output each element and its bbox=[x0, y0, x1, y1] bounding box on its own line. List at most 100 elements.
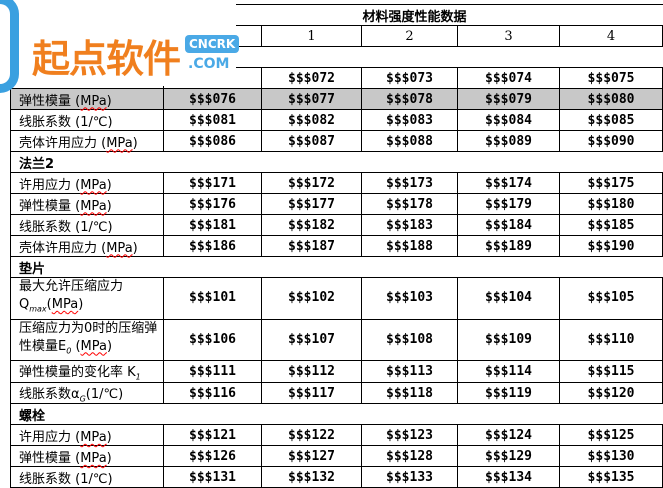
value-cell: $$$105 bbox=[559, 277, 663, 320]
value-cell: $$$074 bbox=[456, 67, 561, 89]
value-cell: $$$124 bbox=[456, 424, 561, 447]
value-cell: $$$132 bbox=[261, 466, 362, 488]
value-cell: $$$119 bbox=[456, 381, 561, 405]
table-row: 线胀系数 (1/℃) $$$131 $$$132 $$$133 $$$134 $$$135 bbox=[10, 466, 663, 488]
column-header: 2 bbox=[361, 25, 458, 47]
table-row: 弹性模量 (MPa) $$$076 $$$077 $$$078 $$$079 $$$080 bbox=[10, 88, 663, 110]
value-cell: $$$080 bbox=[559, 88, 663, 110]
row-label-suffix: ) bbox=[106, 450, 112, 466]
value-cell: $$$076 bbox=[163, 88, 262, 110]
value-cell: $$$183 bbox=[361, 214, 458, 236]
value-cell: $$$075 bbox=[559, 67, 663, 89]
value-cell: $$$176 bbox=[163, 193, 262, 215]
value-cell: $$$104 bbox=[456, 277, 561, 320]
table-row: 线胀系数αG(1/℃) $$$116 $$$117 $$$118 $$$119 $$$12… bbox=[10, 381, 663, 405]
row-label: 弹性模量 (MPa) bbox=[10, 88, 164, 110]
row-label-text: ( bbox=[71, 338, 81, 354]
row-label-suffix: ) bbox=[106, 177, 112, 193]
value-cell: $$$128 bbox=[361, 445, 458, 468]
value-cell: $$$115 bbox=[559, 360, 663, 383]
row-label-text: 弹性模量 ( bbox=[19, 198, 81, 214]
logo-badge: CNCRK bbox=[185, 35, 240, 53]
row-label-unit: MPa bbox=[80, 429, 107, 445]
value-cell: $$$129 bbox=[456, 445, 561, 468]
row-label-unit: MPa bbox=[80, 198, 107, 214]
table-row: 线胀系数 (1/℃) $$$081 $$$082 $$$083 $$$084 $$$085 bbox=[10, 109, 663, 131]
row-label-suffix: ) bbox=[132, 240, 138, 256]
row-label-text: 线胀系数α bbox=[19, 386, 80, 402]
value-cell: $$$134 bbox=[456, 466, 561, 488]
section-label: 法兰2 bbox=[9, 151, 663, 173]
value-cell: $$$079 bbox=[456, 88, 561, 110]
value-cell: $$$178 bbox=[361, 193, 458, 215]
row-label: 线胀系数 (1/℃) bbox=[10, 109, 164, 131]
row-label-subscript: G bbox=[79, 394, 86, 404]
section-row: 法兰2 bbox=[9, 151, 663, 173]
column-header: 4 bbox=[559, 25, 663, 47]
table-row: 压缩应力为0时的压缩弹性模量E0 (MPa) $$$106 $$$107 $$$108… bbox=[10, 318, 663, 362]
row-label: 弹性模量的变化率 K1 bbox=[10, 360, 164, 383]
value-cell: $$$102 bbox=[261, 277, 362, 320]
cncrk-logo: 起点软件 CNCRK .COM bbox=[0, 0, 240, 93]
value-cell: $$$103 bbox=[361, 277, 458, 320]
row-label-suffix: ) bbox=[78, 297, 84, 312]
value-cell: $$$113 bbox=[361, 360, 458, 383]
value-cell: $$$085 bbox=[559, 109, 663, 131]
value-cell: $$$088 bbox=[361, 130, 458, 152]
row-label: 许用应力 (MPa) bbox=[10, 172, 164, 194]
value-cell: $$$125 bbox=[559, 424, 663, 447]
value-cell: $$$131 bbox=[163, 466, 262, 488]
value-cell: $$$135 bbox=[559, 466, 663, 488]
table-row: 弹性模量 (MPa) $$$176 $$$177 $$$178 $$$179 $$$180 bbox=[10, 193, 663, 215]
value-cell: $$$086 bbox=[163, 130, 262, 152]
row-label-subscript: 0 bbox=[66, 346, 72, 356]
value-cell: $$$107 bbox=[261, 318, 362, 362]
value-cell: $$$117 bbox=[261, 381, 362, 405]
value-cell: $$$180 bbox=[559, 193, 663, 215]
value-cell: $$$177 bbox=[261, 193, 362, 215]
row-label-unit: MPa bbox=[106, 240, 133, 256]
value-cell: $$$190 bbox=[559, 235, 663, 257]
value-cell: $$$120 bbox=[559, 381, 663, 405]
row-label-text: 线胀系数 (1/℃) bbox=[19, 219, 113, 235]
row-label: 线胀系数 (1/℃) bbox=[10, 466, 164, 488]
logo-domain: .COM bbox=[188, 56, 230, 72]
empty-cell bbox=[559, 4, 663, 26]
value-cell: $$$083 bbox=[361, 109, 458, 131]
row-label-text: 弹性模量 ( bbox=[19, 450, 81, 466]
row-label-text: 壳体许用应力 ( bbox=[19, 240, 107, 256]
table-row: 许用应力 (MPa) $$$121 $$$122 $$$123 $$$124 $$$125 bbox=[10, 424, 663, 447]
section-label: 垫片 bbox=[9, 256, 663, 278]
value-cell: $$$082 bbox=[261, 109, 362, 131]
table-row: 弹性模量的变化率 K1 $$$111 $$$112 $$$113 $$$114 $$$11… bbox=[10, 360, 663, 383]
value-cell: $$$185 bbox=[559, 214, 663, 236]
value-cell: $$$081 bbox=[163, 109, 262, 131]
row-label-suffix: ) bbox=[132, 135, 138, 151]
row-label-unit: MPa bbox=[106, 135, 133, 151]
value-cell: $$$187 bbox=[261, 235, 362, 257]
row-label-unit: MPa bbox=[80, 177, 107, 193]
value-cell: $$$118 bbox=[361, 381, 458, 405]
value-cell: $$$109 bbox=[456, 318, 561, 362]
section-row: 螺栓 bbox=[9, 403, 663, 426]
table-row: 弹性模量 (MPa) $$$126 $$$127 $$$128 $$$129 $$$130 bbox=[10, 445, 663, 468]
value-cell: $$$110 bbox=[559, 318, 663, 362]
row-label: 弹性模量 (MPa) bbox=[10, 193, 164, 215]
row-label-text: 许用应力 ( bbox=[19, 429, 81, 445]
table-title: 材料强度性能数据 bbox=[261, 4, 560, 26]
row-label-text: ( bbox=[46, 297, 52, 312]
value-cell: $$$182 bbox=[261, 214, 362, 236]
value-cell: $$$126 bbox=[163, 445, 262, 468]
value-cell: $$$087 bbox=[261, 130, 362, 152]
value-cell: $$$181 bbox=[163, 214, 262, 236]
value-cell: $$$112 bbox=[261, 360, 362, 383]
row-label-unit: MPa bbox=[80, 93, 107, 109]
value-cell: $$$072 bbox=[261, 67, 362, 89]
section-row: 垫片 bbox=[9, 256, 663, 278]
value-cell: $$$189 bbox=[456, 235, 561, 257]
table-row: 壳体许用应力 (MPa) $$$186 $$$187 $$$188 $$$189 $$$1… bbox=[10, 235, 663, 257]
value-cell: $$$171 bbox=[163, 172, 262, 194]
value-cell: $$$101 bbox=[163, 277, 262, 320]
column-header: 1 bbox=[261, 25, 362, 47]
